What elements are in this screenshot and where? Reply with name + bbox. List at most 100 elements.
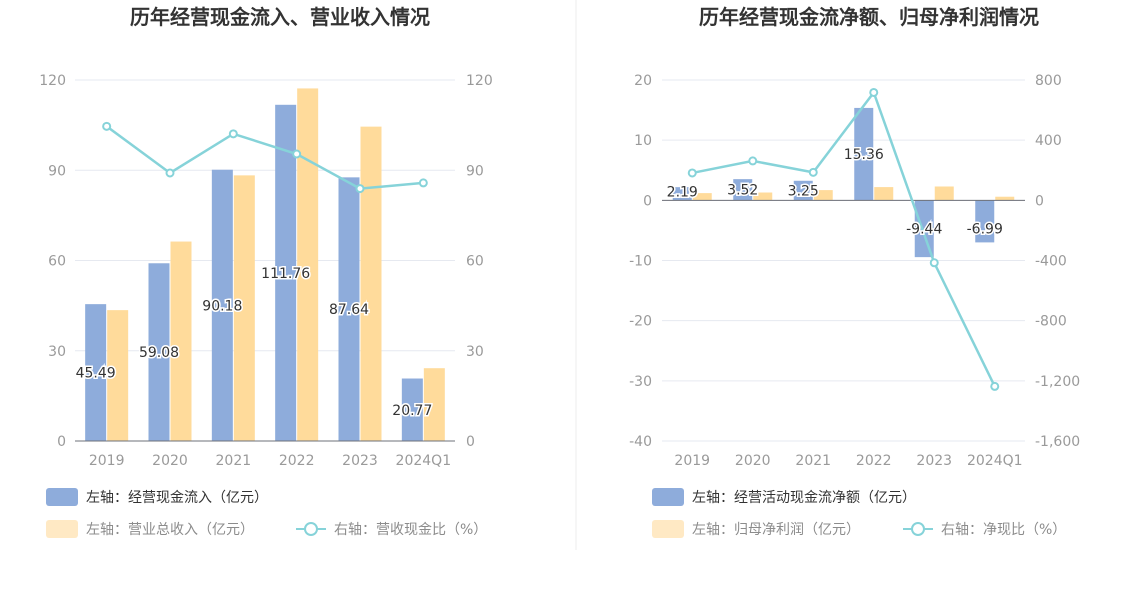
ratio-point-2019 [102,121,112,131]
data-label: 111.76 [261,266,310,282]
bar-inflow-2022 [275,104,297,441]
left-y-tick-label: 20 [634,73,652,89]
data-label: 15.36 [844,147,884,163]
ratio-point-2019 [687,168,697,178]
left-y-tick-label: 0 [643,193,652,209]
legend-swatch-net-cashflow [652,488,684,506]
bar2-inflow-2023 [914,200,934,258]
left-y-tick-label: 90 [48,163,66,179]
right-y-tick-label: -1,600 [1035,434,1080,450]
right-y-tick-label: -800 [1035,314,1067,330]
x-tick-label: 2022 [279,453,315,469]
bar2-inflow-2019 [672,187,692,201]
left-y-tick-label: 60 [48,254,66,270]
legend-label: 右轴：净现比（%） [941,522,1066,538]
left-y-tick-label: -40 [629,434,652,450]
x-tick-label: 2024Q1 [967,453,1023,469]
bar-inflow-2019 [85,304,107,441]
legend-label: 右轴：营收现金比（%） [334,522,487,538]
data-label: 90.18 [202,298,242,314]
bar-inflow-2024Q1 [401,378,423,441]
left-y-tick-label: 30 [48,344,66,360]
x-tick-label: 2024Q1 [396,453,452,469]
data-label: 45.49 [76,366,116,382]
chart-title: 历年经营现金流入、营业收入情况 [130,5,430,29]
right-y-tick-label: 60 [466,254,484,270]
right-y-tick-label: 800 [1035,73,1062,89]
ratio-line [692,89,996,387]
right-y-tick-label: 400 [1035,133,1062,149]
right-y-tick-label: 120 [466,73,493,89]
bar-revenue-2023 [360,126,382,442]
legend-label: 左轴：归母净利润（亿元） [692,521,860,538]
data-label: 20.77 [392,403,432,419]
x-tick-label: 2022 [856,453,892,469]
bar-revenue-2022 [297,88,319,441]
ratio-point-2024Q1 [418,178,428,188]
left-y-tick-label: 0 [57,434,66,450]
ratio-point-2020 [748,156,758,166]
ratio-point-2020 [165,168,175,178]
bar-inflow-2020 [148,263,170,441]
right-y-tick-label: 30 [466,344,484,360]
right-y-tick-label: 0 [466,434,475,450]
bar-revenue-2021 [233,175,255,441]
bar-revenue-2024Q1 [423,368,445,441]
left-y-tick-label: -30 [629,374,652,390]
data-label: -9.44 [906,221,942,237]
ratio-point-2022 [869,87,879,97]
legend-label: 左轴：营业总收入（亿元） [86,522,254,538]
x-tick-label: 2020 [735,453,771,469]
bar2-inflow-2021 [793,180,813,201]
legend-label: 左轴：经营现金流入（亿元） [86,490,268,506]
left-y-tick-label: 10 [634,133,652,149]
bar2-revenue-2021 [813,190,833,201]
ratio-point-2023 [929,258,939,268]
bar-revenue-2020 [170,241,192,441]
bar2-revenue-2024Q1 [995,196,1015,201]
ratio-point-2021 [228,129,238,139]
left-y-tick-label: -10 [629,254,652,270]
legend-swatch-revenue [46,520,78,538]
bar2-inflow-2020 [733,179,753,201]
bar2-inflow-2024Q1 [975,200,995,243]
right-y-tick-label: -1,200 [1035,374,1080,390]
bar2-inflow-2022 [854,107,874,201]
x-tick-label: 2021 [216,453,252,469]
legend-swatch-net-profit [652,520,684,538]
bar2-revenue-2020 [753,192,773,201]
data-label: 3.52 [727,183,758,199]
ratio-point-2023 [355,184,365,194]
right-y-tick-label: -400 [1035,254,1067,270]
ratio-point-2022 [292,149,302,159]
x-tick-label: 2023 [916,453,952,469]
bar-inflow-2021 [211,169,233,441]
ratio-point-2024Q1 [990,381,1000,391]
x-tick-label: 2020 [152,453,188,469]
legend-swatch-cash-inflow [46,488,78,506]
data-label: 59.08 [139,345,179,361]
right-y-tick-label: 90 [466,163,484,179]
x-tick-label: 2019 [674,453,710,469]
ratio-line [105,125,424,190]
ratio-point-2021 [808,167,818,177]
bar2-revenue-2023 [934,186,954,201]
data-label: 3.25 [788,184,819,200]
data-label: 2.19 [667,184,698,200]
bar-revenue-2019 [107,310,129,441]
bar2-revenue-2019 [692,193,712,201]
legend-label: 左轴：经营活动现金流净额（亿元） [692,490,916,506]
x-tick-label: 2019 [89,453,125,469]
bar-inflow-2023 [338,177,360,441]
x-tick-label: 2023 [342,453,378,469]
data-label: 87.64 [329,302,369,318]
chart-title: 历年经营现金流净额、归母净利润情况 [699,5,1039,29]
bar2-revenue-2022 [874,187,894,201]
x-tick-label: 2021 [795,453,831,469]
left-y-tick-label: -20 [629,314,652,330]
data-label: -6.99 [967,221,1003,237]
right-y-tick-label: 0 [1035,193,1044,209]
legend-swatch-ratio-marker [304,522,318,536]
